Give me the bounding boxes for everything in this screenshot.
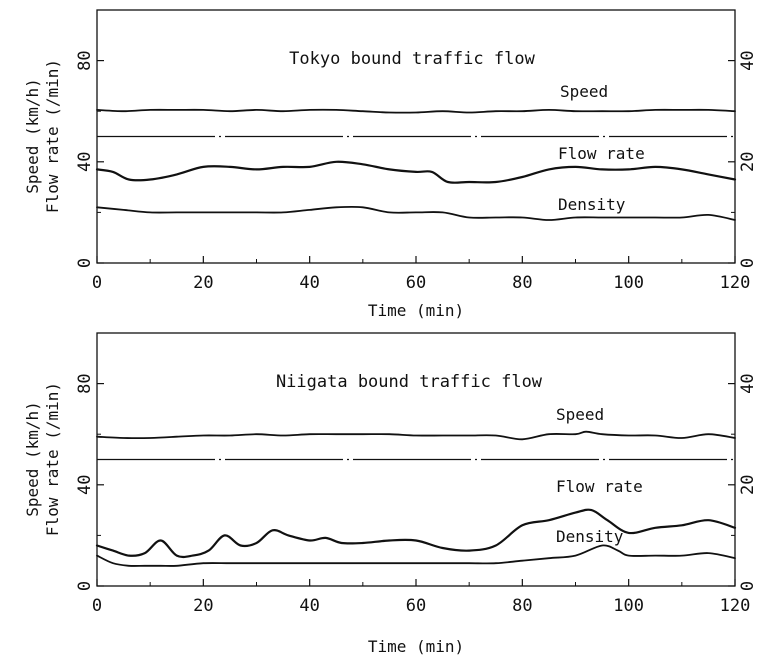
series-lines: [95, 108, 737, 221]
series-label-density: Density: [558, 195, 626, 214]
x-tick-label: 0: [92, 596, 102, 616]
x-tick-label: 20: [193, 596, 213, 616]
y-tick-label-right: 40: [738, 50, 758, 70]
y-tick-label-right: 40: [738, 373, 758, 393]
series-line-flow-rate: [95, 160, 737, 184]
chart-title: Niigata bound traffic flow: [276, 372, 543, 392]
series-label-density: Density: [556, 527, 624, 546]
y-tick-label-left: 80: [75, 373, 95, 393]
x-tick-label: 120: [720, 596, 751, 616]
series-label-flow-rate: Flow rate: [556, 477, 643, 496]
series-line-density: [96, 544, 736, 567]
y-tick-label-left: 80: [75, 50, 95, 70]
x-tick-label: 100: [613, 596, 644, 616]
x-tick-label: 80: [512, 273, 532, 293]
x-tick-label: 0: [92, 273, 102, 293]
chart-niigata: Niigata bound traffic flow Time (min) Sp…: [23, 332, 758, 656]
y-tick-label-right: 0: [738, 581, 758, 591]
axis-ticks: 0 20 40 60 80 100 120 0 40 80 0 20 40: [75, 50, 758, 293]
y-axis-label-flow: Flow rate (/min): [43, 59, 62, 213]
chart-tokyo: Tokyo bound traffic flow Time (min) Spee…: [23, 9, 758, 320]
x-tick-label: 40: [299, 596, 319, 616]
x-axis-label: Time (min): [368, 637, 464, 656]
y-axis-label-flow: Flow rate (/min): [43, 382, 62, 536]
y-axis-label-speed: Speed (km/h): [23, 78, 42, 194]
x-tick-label: 100: [613, 273, 644, 293]
series-lines: [95, 430, 737, 567]
series-line-speed: [96, 108, 736, 114]
series-label-flow-rate: Flow rate: [558, 144, 645, 163]
y-tick-label-left: 0: [75, 258, 95, 268]
axis-ticks: 0 20 40 60 80 100 120 0 40 80 0 20 40: [75, 373, 758, 616]
x-tick-label: 120: [720, 273, 751, 293]
x-tick-label: 20: [193, 273, 213, 293]
series-label-speed: Speed: [556, 405, 604, 424]
series-line-speed: [96, 430, 736, 441]
series-label-speed: Speed: [560, 82, 608, 101]
chart-title: Tokyo bound traffic flow: [289, 49, 535, 69]
y-tick-label-right: 0: [738, 258, 758, 268]
y-tick-label-left: 0: [75, 581, 95, 591]
y-axis-label-speed: Speed (km/h): [23, 401, 42, 517]
x-tick-label: 40: [299, 273, 319, 293]
y-tick-label-left: 40: [75, 152, 95, 172]
series-line-density: [96, 205, 736, 221]
y-tick-label-right: 20: [738, 475, 758, 495]
y-tick-label-right: 20: [738, 152, 758, 172]
series-line-flow-rate: [95, 508, 737, 559]
x-tick-label: 60: [406, 596, 426, 616]
x-axis-label: Time (min): [368, 301, 464, 320]
y-tick-label-left: 40: [75, 475, 95, 495]
x-tick-label: 80: [512, 596, 532, 616]
x-tick-label: 60: [406, 273, 426, 293]
